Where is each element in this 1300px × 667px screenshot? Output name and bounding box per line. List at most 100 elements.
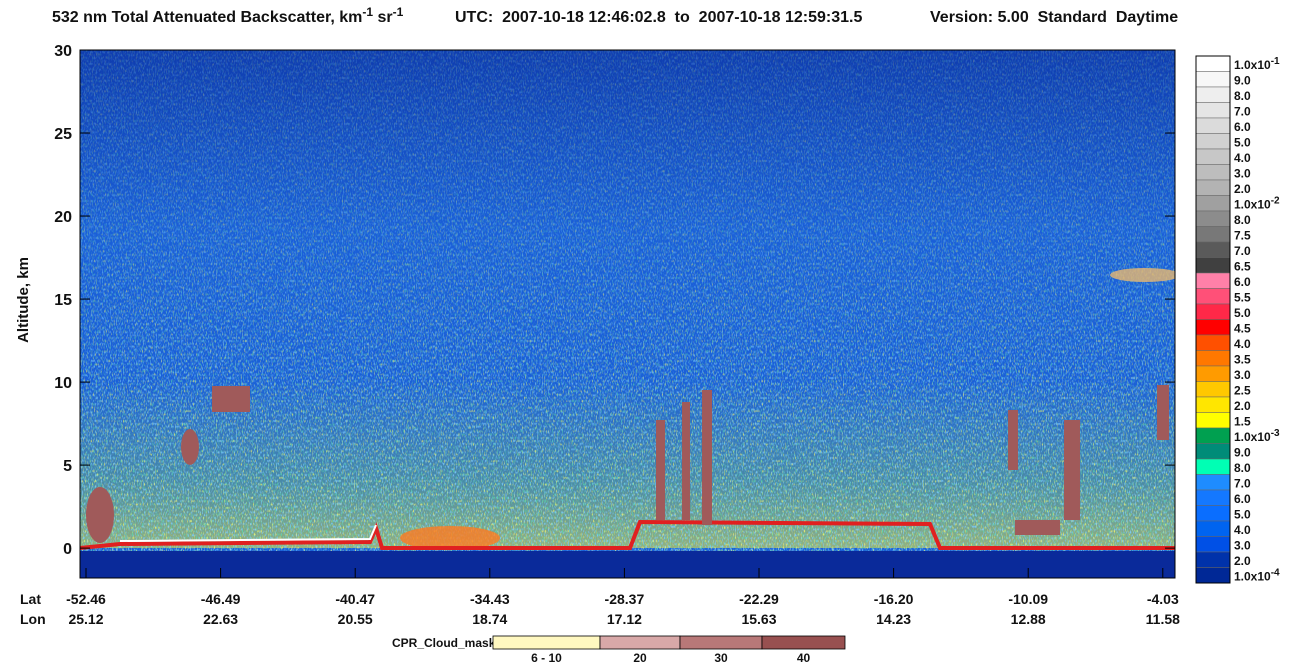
colorbar-label: 5.0 — [1234, 306, 1251, 320]
title-text: sr — [373, 9, 393, 26]
colorbar-cell — [1195, 303, 1231, 320]
colorbar-label: 1.0x10-4 — [1234, 567, 1280, 583]
colorbar-cell — [1195, 520, 1231, 537]
cloud — [1064, 420, 1080, 520]
colorbar-cell — [1195, 272, 1231, 289]
colorbar-cell — [1195, 241, 1231, 258]
x-tick-label: 12.88 — [1011, 611, 1046, 627]
colorbar-cell — [1195, 319, 1231, 336]
colorbar-label: 4.0 — [1234, 151, 1251, 165]
colorbar-cell — [1195, 102, 1231, 119]
colorbar-label: 2.0 — [1234, 182, 1251, 196]
colorbar-label: 2.5 — [1234, 383, 1251, 397]
colorbar-label: 8.0 — [1234, 89, 1251, 103]
cloud — [86, 487, 114, 543]
cloud — [181, 429, 199, 465]
colorbar-label: 2.0 — [1234, 554, 1251, 568]
colorbar-label-text: 1.0x10 — [1234, 569, 1271, 583]
colorbar-cell — [1195, 350, 1231, 367]
colorbar-cell — [1195, 489, 1231, 506]
colorbar-cell — [1195, 133, 1231, 150]
legend-label: 20 — [633, 651, 647, 665]
colorbar-cell — [1195, 71, 1231, 88]
x-tick-label: 15.63 — [741, 611, 776, 627]
y-tick-label: 5 — [63, 458, 72, 475]
x-tick-label: -10.09 — [1008, 591, 1048, 607]
y-axis-label: Altitude, km — [15, 257, 32, 343]
colorbar-label-text: 1.0x10 — [1234, 197, 1271, 211]
colorbar-cell — [1195, 210, 1231, 227]
cloud-mask — [86, 385, 1169, 543]
cirrus — [1110, 268, 1175, 282]
chart-title: 532 nm Total Attenuated Backscatter, km -… — [52, 5, 404, 26]
x-tick-label: 18.74 — [472, 611, 507, 627]
title-text: 532 nm Total Attenuated Backscatter, km — [52, 9, 362, 26]
colorbar-label: 1.5 — [1234, 414, 1251, 428]
y-tick-label: 30 — [54, 43, 72, 60]
colorbar-label-sup: -1 — [1271, 56, 1280, 67]
y-tick-label: 0 — [63, 541, 72, 558]
cloud — [1015, 520, 1060, 535]
colorbar-label-sup: -3 — [1271, 428, 1280, 439]
x-tick-label: -40.47 — [335, 591, 375, 607]
colorbar-cell — [1195, 536, 1231, 553]
colorbar-frame — [1195, 55, 1231, 584]
x-tick-label: 25.12 — [68, 611, 103, 627]
legend-swatch — [679, 635, 763, 650]
colorbar-cell — [1195, 179, 1231, 196]
x-row-name: Lon — [20, 611, 46, 627]
colorbar-cell — [1195, 458, 1231, 475]
colorbar-cell — [1195, 334, 1231, 351]
colorbar-label: 6.0 — [1234, 492, 1251, 506]
x-tick-label: -16.20 — [874, 591, 914, 607]
colorbar-label: 8.0 — [1234, 213, 1251, 227]
legend-swatch — [599, 635, 681, 650]
legend-label: 30 — [714, 651, 728, 665]
legend-swatch — [761, 635, 846, 650]
x-tick-label: -4.03 — [1147, 591, 1179, 607]
colorbar-label: 5.5 — [1234, 290, 1251, 304]
colorbar-cell — [1195, 257, 1231, 274]
colorbar-cell — [1195, 55, 1231, 72]
cloud — [1008, 410, 1018, 470]
colorbar-cell — [1195, 551, 1231, 568]
colorbar-cell — [1195, 381, 1231, 398]
y-tick-label: 15 — [54, 292, 72, 309]
colorbar-label: 6.0 — [1234, 120, 1251, 134]
legend-label: 40 — [797, 651, 811, 665]
colorbar-label: 4.5 — [1234, 321, 1251, 335]
colorbar-label: 1.0x10-1 — [1234, 56, 1280, 72]
x-tick-label: 22.63 — [203, 611, 238, 627]
y-tick-label: 20 — [54, 209, 72, 226]
title-sup: -1 — [393, 5, 404, 19]
colorbar-cell — [1195, 365, 1231, 382]
colorbar-label: 3.0 — [1234, 166, 1251, 180]
colorbar-label: 9.0 — [1234, 73, 1251, 87]
colorbar-label-text: 1.0x10 — [1234, 58, 1271, 72]
colorbar-label: 1.0x10-2 — [1234, 195, 1280, 211]
cloud — [1157, 385, 1169, 440]
colorbar-label: 1.0x10-3 — [1234, 428, 1280, 444]
colorbar-label: 6.5 — [1234, 259, 1251, 273]
colorbar-label: 3.0 — [1234, 368, 1251, 382]
legend-label: 6 - 10 — [531, 651, 562, 665]
x-tick-label: 11.58 — [1146, 611, 1180, 627]
aerosol-blob — [400, 526, 500, 550]
colorbar-label: 5.0 — [1234, 507, 1251, 521]
colorbar-cell — [1195, 117, 1231, 134]
backscatter-image — [80, 50, 1175, 578]
x-row-name: Lat — [20, 591, 41, 607]
colorbar-cell — [1195, 474, 1231, 491]
x-tick-label: -46.49 — [201, 591, 241, 607]
colorbar-cell — [1195, 412, 1231, 429]
colorbar-label: 7.0 — [1234, 104, 1251, 118]
x-tick-label: -52.46 — [66, 591, 106, 607]
colorbar-cell — [1195, 567, 1231, 584]
colorbar-label-sup: -2 — [1271, 195, 1280, 206]
plot-frame — [79, 49, 1176, 579]
colorbar-label: 7.0 — [1234, 476, 1251, 490]
colorbar-cell — [1195, 443, 1231, 460]
colorbar-label: 2.0 — [1234, 399, 1251, 413]
colorbar-cell — [1195, 288, 1231, 305]
